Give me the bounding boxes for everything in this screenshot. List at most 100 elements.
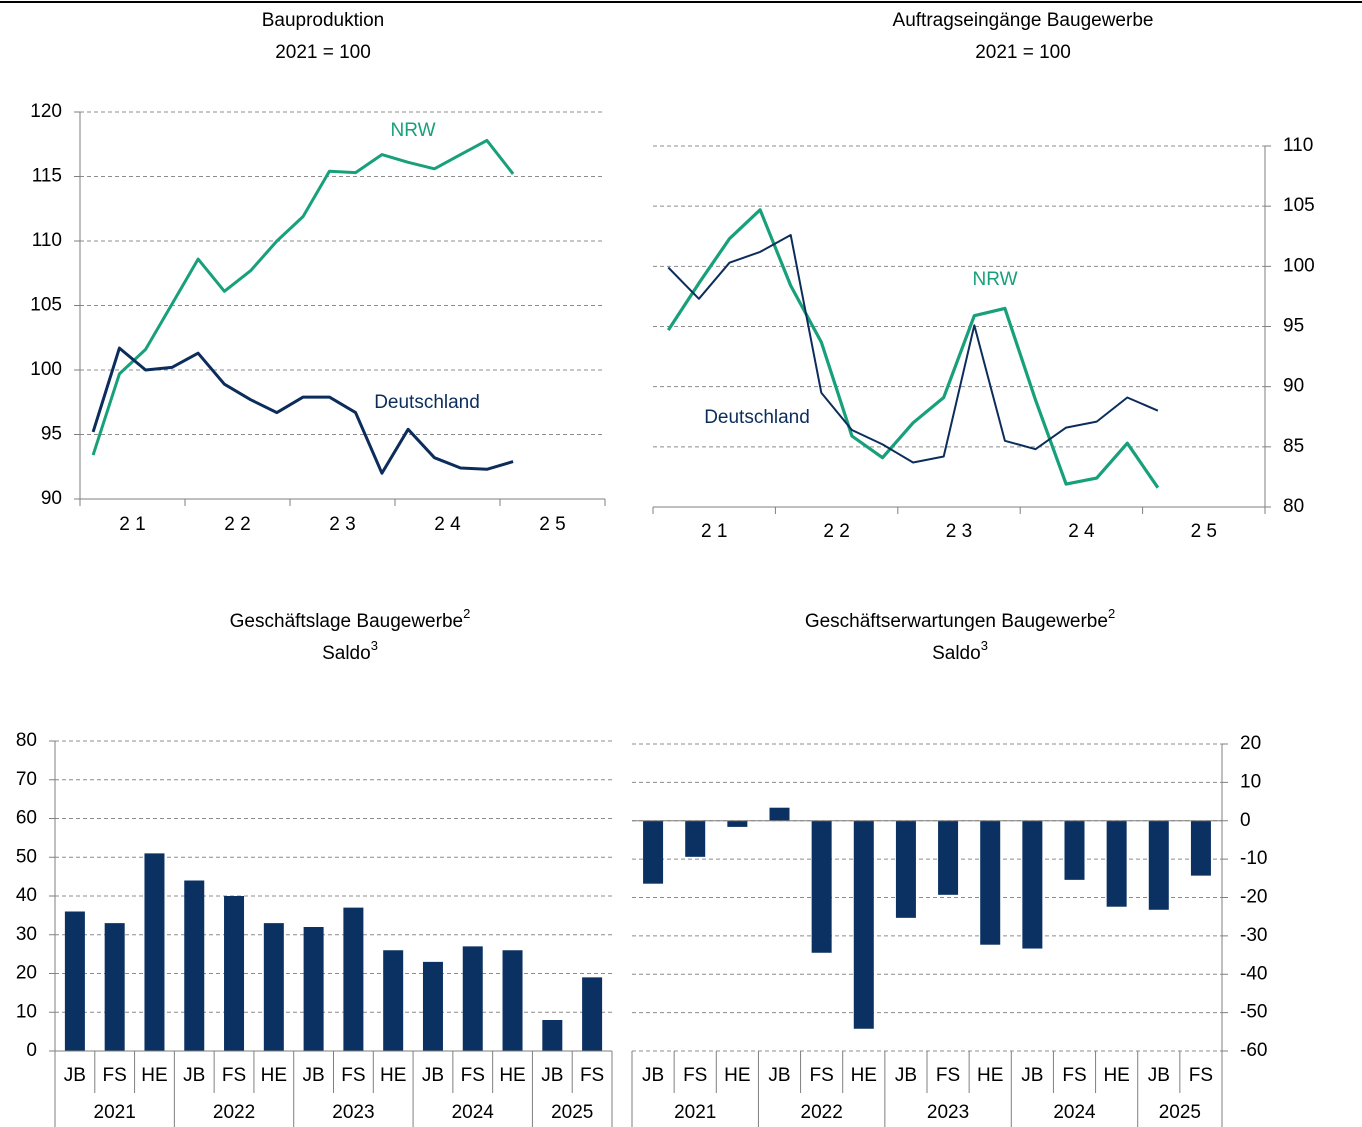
x-group-label: 2022 xyxy=(213,1102,255,1123)
x-group-label: 2 1 xyxy=(701,521,727,542)
y-tick-label: 80 xyxy=(16,730,37,751)
bar xyxy=(811,820,832,953)
x-group-label: 2024 xyxy=(452,1102,495,1123)
x-tick-label: HE xyxy=(851,1065,877,1086)
bar xyxy=(1022,820,1043,949)
bar xyxy=(263,923,284,1051)
x-group-label: 2024 xyxy=(1053,1102,1096,1123)
chart-title: Auftragseingänge Baugewerbe xyxy=(893,10,1154,31)
title: Geschäftslage Baugewerbe xyxy=(230,611,463,632)
x-tick-label: FS xyxy=(1189,1065,1213,1086)
series-line xyxy=(667,234,1159,464)
x-tick-label: HE xyxy=(499,1065,525,1086)
x-group-label: 2 2 xyxy=(823,521,849,542)
x-group-label: 2 3 xyxy=(946,521,972,542)
y-tick-label: 40 xyxy=(16,885,37,906)
bar xyxy=(542,1020,563,1051)
x-group-label: 2 2 xyxy=(224,514,250,535)
x-tick-label: JB xyxy=(895,1065,917,1086)
x-tick-label: HE xyxy=(261,1065,287,1086)
bar xyxy=(462,946,483,1051)
chart-title: Bauproduktion xyxy=(262,10,385,31)
subtitle-note: 3 xyxy=(371,638,378,653)
bar xyxy=(1190,820,1211,876)
y-tick-label: 95 xyxy=(1283,316,1304,337)
x-tick-label: HE xyxy=(1103,1065,1129,1086)
bar xyxy=(895,820,916,918)
y-tick-label: 95 xyxy=(41,424,62,445)
x-group-label: 2 4 xyxy=(1068,521,1095,542)
y-tick-label: 0 xyxy=(26,1040,37,1061)
chart-title: Geschäftslage Baugewerbe2 xyxy=(230,606,471,632)
y-tick-label: 120 xyxy=(30,101,62,122)
y-tick-label: 70 xyxy=(16,769,37,790)
subtitle: Saldo xyxy=(322,643,371,664)
x-tick-label: HE xyxy=(977,1065,1003,1086)
x-tick-label: JB xyxy=(303,1065,325,1086)
y-tick-label: 110 xyxy=(1283,135,1313,156)
x-tick-label: JB xyxy=(422,1065,444,1086)
bar xyxy=(727,820,748,827)
x-tick-label: HE xyxy=(141,1065,167,1086)
x-tick-label: FS xyxy=(580,1065,604,1086)
bar xyxy=(980,820,1001,945)
x-tick-label: FS xyxy=(1062,1065,1086,1086)
y-tick-label: 20 xyxy=(16,963,37,984)
y-tick-label: -10 xyxy=(1240,848,1267,869)
title: Bauproduktion xyxy=(262,10,385,31)
bar xyxy=(422,961,443,1051)
x-group-label: 2025 xyxy=(551,1102,593,1123)
y-tick-label: -20 xyxy=(1240,887,1267,908)
x-group-label: 2021 xyxy=(94,1102,136,1123)
y-tick-label: 105 xyxy=(30,295,62,316)
series-label: Deutschland xyxy=(374,392,480,413)
x-group-label: 2023 xyxy=(332,1102,374,1123)
bar xyxy=(64,911,85,1051)
bar xyxy=(383,950,404,1051)
chart-subtitle: Saldo3 xyxy=(932,638,988,664)
chart-title: Geschäftserwartungen Baugewerbe2 xyxy=(805,606,1115,632)
series-label: NRW xyxy=(390,120,435,141)
chart-subtitle: 2021 = 100 xyxy=(975,42,1071,63)
bar xyxy=(685,820,706,857)
x-group-label: 2022 xyxy=(801,1102,843,1123)
x-tick-label: FS xyxy=(810,1065,834,1086)
x-tick-label: JB xyxy=(1148,1065,1170,1086)
y-tick-label: 50 xyxy=(16,846,37,867)
y-tick-label: 10 xyxy=(16,1001,37,1022)
bar xyxy=(582,977,603,1051)
y-tick-label: 100 xyxy=(1283,255,1315,276)
title-note: 2 xyxy=(463,606,470,621)
bar xyxy=(1148,820,1169,910)
y-tick-label: 10 xyxy=(1240,771,1261,792)
subtitle: 2021 = 100 xyxy=(275,42,371,63)
x-tick-label: FS xyxy=(683,1065,707,1086)
x-group-label: 2 4 xyxy=(434,514,461,535)
y-tick-label: 90 xyxy=(1283,376,1304,397)
x-group-label: 2 1 xyxy=(119,514,145,535)
y-tick-label: 30 xyxy=(16,924,37,945)
subtitle: 2021 = 100 xyxy=(975,42,1071,63)
x-tick-label: FS xyxy=(341,1065,365,1086)
y-tick-label: 90 xyxy=(41,488,62,509)
x-tick-label: JB xyxy=(541,1065,563,1086)
y-tick-label: 80 xyxy=(1283,496,1304,517)
x-tick-label: HE xyxy=(380,1065,406,1086)
bar xyxy=(1064,820,1085,880)
y-tick-label: -50 xyxy=(1240,1002,1267,1023)
y-tick-label: -30 xyxy=(1240,925,1267,946)
bar xyxy=(104,923,125,1051)
subtitle-note: 3 xyxy=(981,638,988,653)
y-tick-label: 115 xyxy=(32,166,62,187)
series-line xyxy=(91,138,515,456)
x-tick-label: FS xyxy=(103,1065,127,1086)
y-tick-label: 20 xyxy=(1240,733,1261,754)
bar xyxy=(224,896,245,1051)
x-tick-label: JB xyxy=(64,1065,86,1086)
chart-subtitle: 2021 = 100 xyxy=(275,42,371,63)
y-tick-label: 60 xyxy=(16,808,37,829)
series-label: Deutschland xyxy=(704,407,810,428)
subtitle: Saldo xyxy=(932,643,981,664)
chart-subtitle: Saldo3 xyxy=(322,638,378,664)
